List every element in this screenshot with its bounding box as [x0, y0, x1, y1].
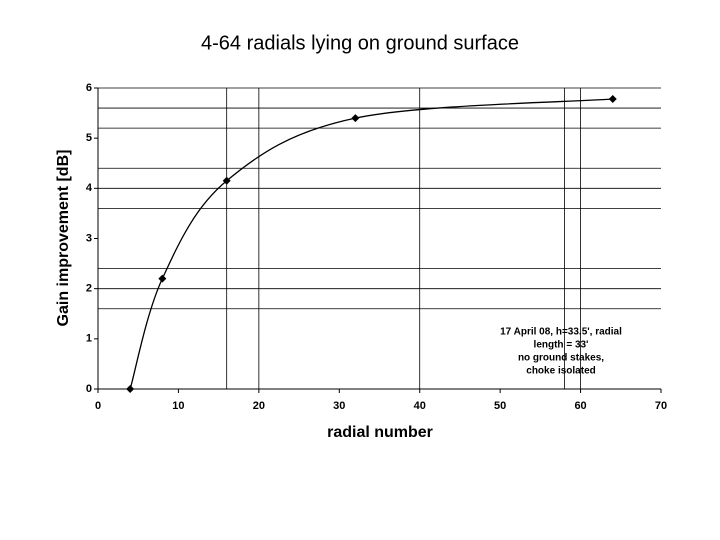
marker — [126, 385, 135, 393]
annotation: choke isolated — [526, 366, 595, 377]
x-tick-label: 60 — [574, 400, 586, 412]
marker — [222, 176, 231, 185]
x-tick-label: 30 — [333, 400, 345, 412]
y-tick-label: 4 — [86, 182, 93, 194]
x-tick-label: 70 — [655, 400, 667, 412]
annotation: no ground stakes, — [518, 353, 604, 364]
x-axis-label: radial number — [327, 424, 433, 441]
y-tick-label: 6 — [86, 82, 92, 94]
annotation: length = 33' — [534, 340, 589, 351]
x-tick-label: 40 — [414, 400, 426, 412]
y-tick-label: 1 — [86, 333, 92, 345]
y-tick-label: 0 — [86, 383, 92, 395]
x-tick-label: 10 — [172, 400, 184, 412]
annotation: 17 April 08, h=33.5', radial — [500, 327, 622, 338]
y-axis-label: Gain improvement [dB] — [55, 150, 72, 327]
y-tick-label: 3 — [86, 232, 92, 244]
chart-title: 4-64 radials lying on ground surface — [201, 32, 519, 54]
marker — [351, 114, 360, 123]
marker — [608, 95, 617, 104]
x-tick-label: 20 — [253, 400, 265, 412]
y-tick-label: 2 — [86, 283, 92, 295]
x-tick-label: 50 — [494, 400, 506, 412]
line — [129, 98, 613, 390]
marker — [158, 274, 167, 283]
x-tick-label: 0 — [95, 400, 101, 412]
y-tick-label: 5 — [86, 132, 92, 144]
